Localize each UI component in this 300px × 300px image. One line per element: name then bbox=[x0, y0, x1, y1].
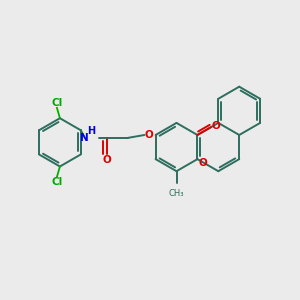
Text: H: H bbox=[87, 127, 95, 136]
Text: O: O bbox=[145, 130, 154, 140]
Text: N: N bbox=[80, 133, 89, 143]
Text: CH₃: CH₃ bbox=[169, 189, 184, 198]
Text: Cl: Cl bbox=[51, 177, 63, 187]
Text: O: O bbox=[103, 155, 111, 165]
Text: O: O bbox=[198, 158, 207, 168]
Text: Cl: Cl bbox=[51, 98, 63, 108]
Text: O: O bbox=[212, 121, 221, 131]
